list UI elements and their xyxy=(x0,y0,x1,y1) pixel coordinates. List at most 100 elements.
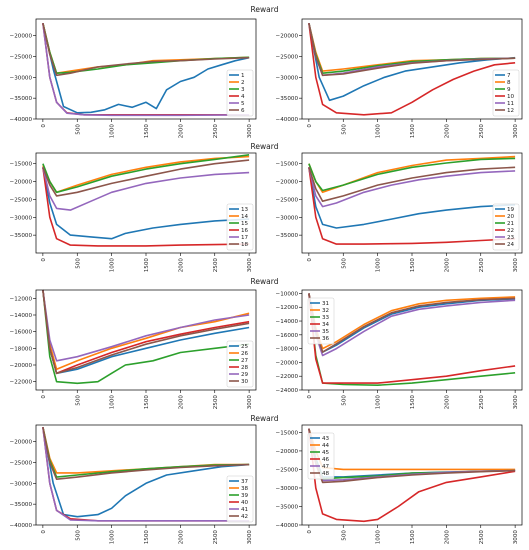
plot-frame xyxy=(35,18,257,120)
series-line-29 xyxy=(42,289,250,362)
series-line-19 xyxy=(308,167,516,229)
x-tick-label: 0 xyxy=(41,530,47,534)
chart-panel: 0 500 1000 1500 2000 2500 3000 −15000 −20000 −250… xyxy=(276,152,523,273)
plot-frame xyxy=(35,289,257,391)
y-tick-label: −40000 xyxy=(276,117,299,123)
x-tick-label: 3000 xyxy=(247,530,253,545)
x-tick-label: 1000 xyxy=(376,124,382,139)
x-tick-label: 2000 xyxy=(178,258,184,273)
series-line-34 xyxy=(308,293,516,384)
legend-box xyxy=(226,340,254,388)
series-line-15 xyxy=(42,154,250,194)
x-tick-label: 0 xyxy=(307,124,313,128)
legend-label: 24 xyxy=(507,242,515,248)
x-tick-label: 2500 xyxy=(213,530,219,545)
legend-label: 47 xyxy=(322,464,330,470)
y-tick-label: −25000 xyxy=(10,197,33,203)
series-line-10 xyxy=(308,23,516,116)
y-tick-label: −40000 xyxy=(276,523,299,529)
plot-frame xyxy=(301,152,523,254)
legend-label: 33 xyxy=(322,315,330,321)
legend-label: 3 xyxy=(241,87,245,93)
row-title: Reward xyxy=(251,277,279,286)
row-title: Reward xyxy=(251,142,279,151)
plot-frame xyxy=(35,424,257,526)
x-tick-label: 500 xyxy=(75,258,81,269)
series-line-37 xyxy=(42,426,250,518)
y-tick-label: −18000 xyxy=(276,347,299,353)
legend-label: 9 xyxy=(507,87,511,93)
legend-label: 25 xyxy=(241,344,249,350)
y-tick-label: −35000 xyxy=(10,233,33,239)
y-tick-label: −40000 xyxy=(10,523,33,529)
y-tick-label: −30000 xyxy=(276,486,299,492)
x-tick-label: 2000 xyxy=(444,530,450,545)
y-tick-label: −14000 xyxy=(276,319,299,325)
y-tick-label: −35000 xyxy=(276,233,299,239)
series-line-24 xyxy=(308,166,516,202)
series-line-20 xyxy=(308,155,516,194)
y-tick-label: −12000 xyxy=(10,296,33,302)
legend-label: 12 xyxy=(507,108,514,114)
series-line-1 xyxy=(42,23,250,114)
legend-label: 48 xyxy=(322,471,330,477)
x-tick-label: 2000 xyxy=(178,124,184,139)
legend-label: 35 xyxy=(322,329,330,335)
legend-label: 13 xyxy=(241,207,249,213)
x-tick-label: 1500 xyxy=(144,258,150,273)
legend-label: 40 xyxy=(241,500,249,506)
legend-label: 39 xyxy=(241,493,249,499)
series-line-41 xyxy=(42,427,250,522)
series-line-22 xyxy=(308,167,516,245)
legend-label: 21 xyxy=(507,221,515,227)
chart-panel: 0 500 1000 1500 2000 2500 3000 −15000 −20000 −250… xyxy=(276,424,523,545)
series-line-18 xyxy=(42,159,250,197)
series-line-16 xyxy=(42,167,250,247)
y-tick-label: −30000 xyxy=(276,215,299,221)
legend-box xyxy=(226,203,254,251)
y-tick-label: −15000 xyxy=(276,430,299,436)
series-line-21 xyxy=(308,157,516,192)
legend-label: 1 xyxy=(241,73,245,79)
y-tick-label: −30000 xyxy=(10,215,33,221)
plot-frame xyxy=(301,18,523,120)
x-tick-label: 2500 xyxy=(213,258,219,273)
x-tick-label: 500 xyxy=(75,395,81,406)
legend-label: 23 xyxy=(507,235,515,241)
x-tick-label: 1000 xyxy=(376,395,382,410)
chart-panel: 0 500 1000 1500 2000 2500 3000 −10000 −12000 −140… xyxy=(276,289,523,410)
series-line-12 xyxy=(308,23,516,77)
plot-frame xyxy=(301,424,523,526)
legend-label: 22 xyxy=(507,228,514,234)
legend-label: 44 xyxy=(322,443,330,449)
y-tick-label: −14000 xyxy=(10,313,33,319)
x-tick-label: 1500 xyxy=(144,124,150,139)
y-tick-label: −25000 xyxy=(276,467,299,473)
series-line-28 xyxy=(42,289,250,375)
y-tick-label: −20000 xyxy=(10,180,33,186)
x-tick-label: 2000 xyxy=(444,258,450,273)
x-tick-label: 3000 xyxy=(513,258,519,273)
y-tick-label: −25000 xyxy=(10,461,33,467)
legend-label: 20 xyxy=(507,214,515,220)
x-tick-label: 1000 xyxy=(376,258,382,273)
x-tick-label: 3000 xyxy=(247,124,253,139)
legend-label: 11 xyxy=(507,101,515,107)
x-tick-label: 500 xyxy=(341,124,347,135)
x-tick-label: 3000 xyxy=(247,258,253,273)
series-line-27 xyxy=(42,289,250,385)
x-tick-label: 0 xyxy=(307,530,313,534)
y-tick-label: −15000 xyxy=(10,162,33,168)
legend-label: 32 xyxy=(322,308,329,314)
x-tick-label: 500 xyxy=(341,395,347,406)
y-tick-label: −12000 xyxy=(276,305,299,311)
legend-label: 17 xyxy=(241,235,249,241)
legend-box xyxy=(226,69,254,117)
y-tick-label: −35000 xyxy=(276,96,299,102)
series-line-35 xyxy=(308,293,516,357)
legend-label: 38 xyxy=(241,486,249,492)
chart-panel: 0 500 1000 1500 2000 2500 3000 −20000 −25000 −300… xyxy=(10,18,257,139)
legend-label: 34 xyxy=(322,322,330,328)
